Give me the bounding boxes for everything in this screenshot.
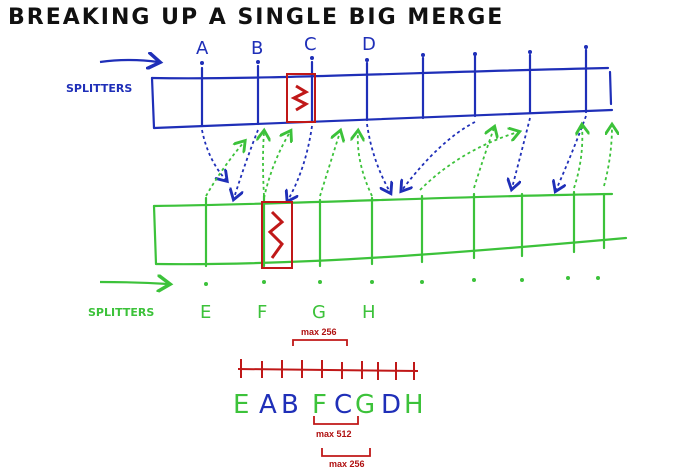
bottom-key-f: F [257, 302, 267, 323]
max-top-label: max 256 [301, 327, 337, 337]
top-key-b: B [251, 38, 263, 59]
top-key-a: A [196, 38, 209, 59]
bottom-key-e: E [200, 302, 211, 323]
top-blue-array [150, 48, 614, 130]
top-highlight-box [286, 73, 316, 123]
top-key-d: D [362, 34, 376, 55]
bottom-dots [204, 276, 600, 286]
bottom-splitters-arrow [99, 282, 168, 284]
top-splitter-keys: A B C D [196, 34, 376, 59]
merged-letter-d: D [381, 390, 401, 420]
bottom-green-array [152, 190, 628, 268]
merged-letter-a: A [259, 390, 277, 420]
max-middle-label: max 512 [316, 429, 352, 439]
max-middle-bracket: max 512 [313, 416, 359, 439]
merged-letter-h: H [404, 390, 424, 420]
top-splitters-arrow [99, 60, 158, 62]
merged-letter-b: B [281, 390, 299, 420]
bottom-splitters-label: SPLITTERS [88, 306, 154, 319]
diagram-title: BREAKING UP A SINGLE BIG MERGE [8, 5, 504, 30]
max-top-bracket: max 256 [292, 327, 348, 346]
max-bottom-bracket: max 256 [321, 448, 371, 469]
merged-letter-e: E [233, 390, 249, 420]
top-dots [200, 45, 588, 65]
top-splitters-label: SPLITTERS [66, 82, 132, 95]
bottom-splitter-keys: E F G H [200, 302, 376, 323]
merged-sequence: E A B F C G D H [233, 390, 424, 420]
bottom-highlight-box [261, 201, 293, 269]
merged-letter-f: F [312, 390, 327, 420]
blue-down-arrows [201, 115, 587, 200]
bottom-key-h: H [362, 302, 376, 323]
max-bottom-label: max 256 [329, 459, 365, 469]
green-up-arrows [205, 126, 612, 199]
bottom-key-g: G [312, 302, 326, 323]
merge-timeline [237, 359, 419, 380]
merged-letter-g: G [355, 390, 375, 420]
top-key-c: C [304, 34, 317, 55]
merged-letter-c: C [334, 390, 352, 420]
